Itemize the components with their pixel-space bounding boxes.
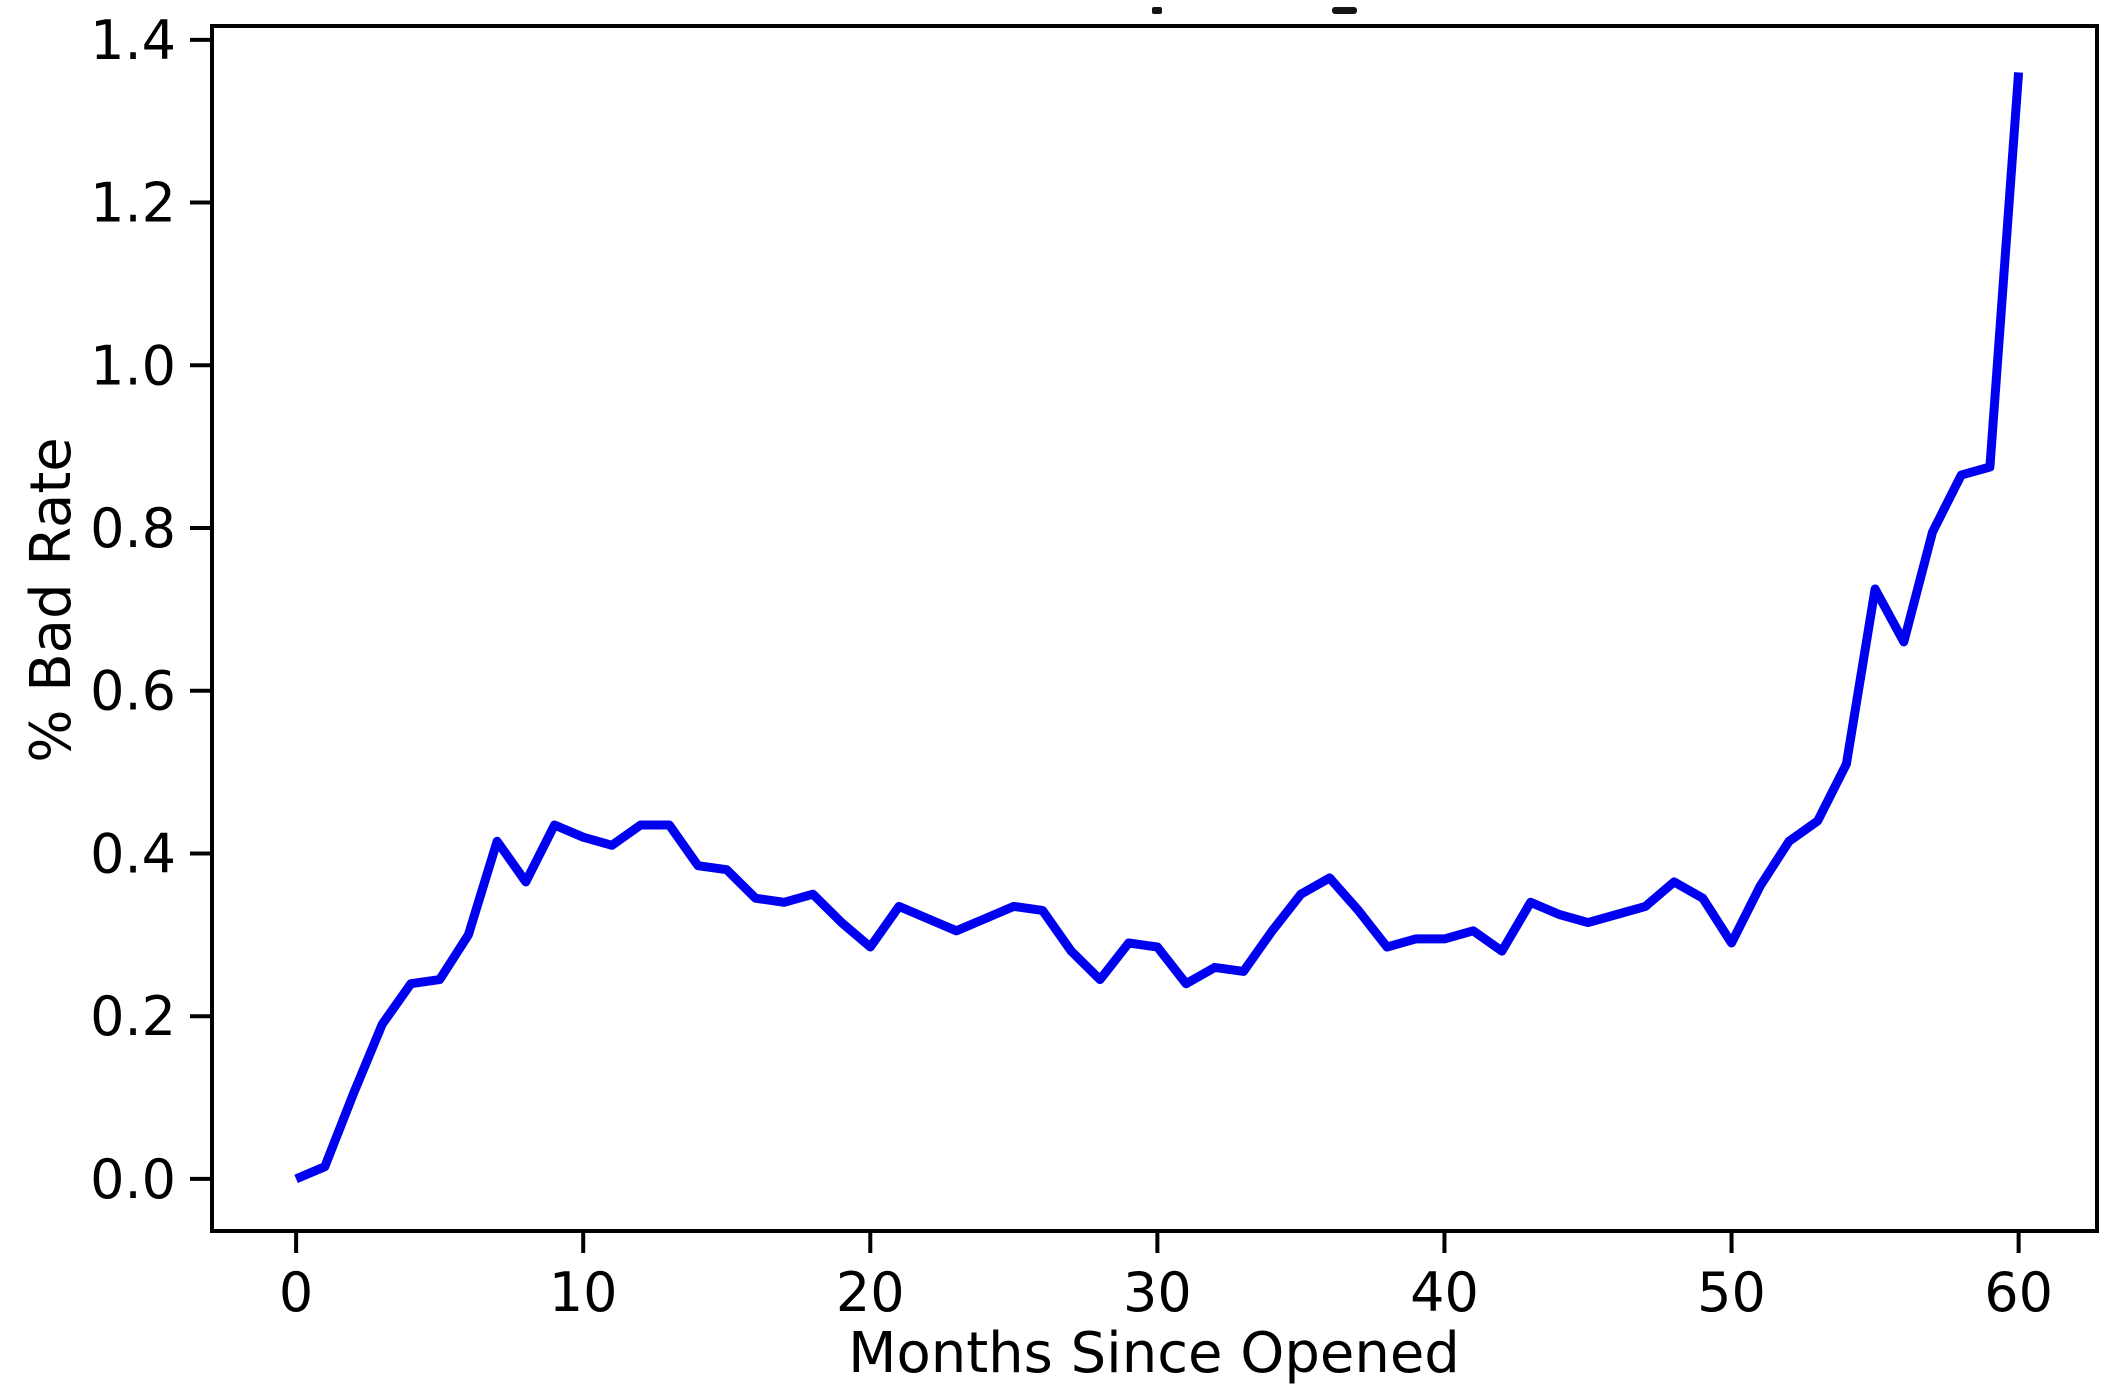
x-tick-label: 10 [549,1261,618,1324]
x-tick-label: 0 [279,1261,313,1324]
y-tick-label: 1.2 [90,172,176,235]
y-tick-label: 0.6 [90,660,176,723]
cropped-title-fragments [1152,7,1357,14]
x-tick-label: 60 [1984,1261,2053,1324]
bad-rate-series-line [294,72,2024,1184]
y-tick-label: 0.0 [90,1148,176,1211]
cropped-title-fragment [1332,7,1357,14]
y-axis-label: % Bad Rate [19,437,84,763]
y-tick-label: 0.2 [90,985,176,1048]
axes-frame [210,24,2099,1233]
x-axis-label: Months Since Opened [848,1321,1460,1386]
y-tick-label: 0.8 [90,497,176,560]
x-tick-label: 40 [1410,1261,1479,1324]
y-tick-label: 1.0 [90,334,176,397]
cropped-title-fragment [1152,7,1162,14]
y-tick-label: 1.4 [90,9,176,72]
x-tick-label: 50 [1697,1261,1766,1324]
x-tick-label: 30 [1123,1261,1192,1324]
x-tick-label: 20 [836,1261,905,1324]
y-tick-label: 0.4 [90,822,176,885]
